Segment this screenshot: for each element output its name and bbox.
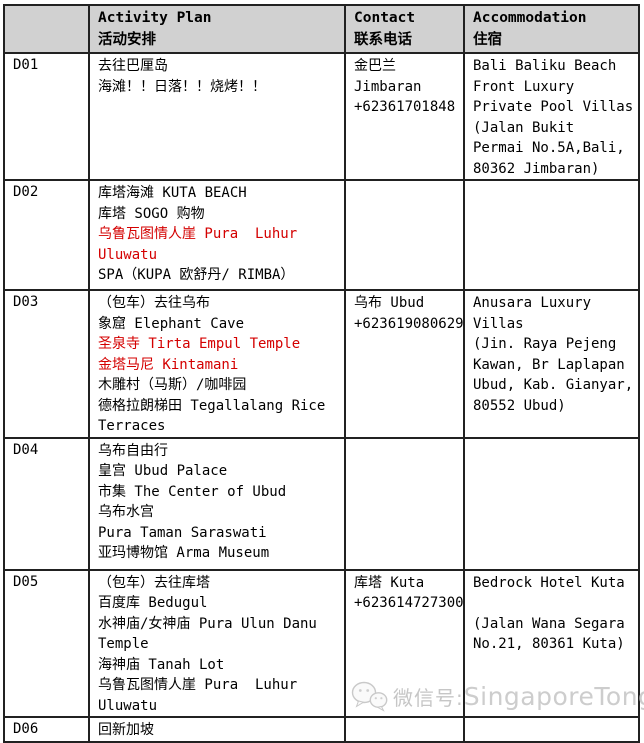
contact-cell: 乌布 Ubud +623619080629	[344, 289, 465, 439]
activity-line: Pura Taman Saraswati	[98, 524, 267, 541]
contact-line: +62361701848	[354, 99, 456, 115]
accommodation-line: Front Luxury	[473, 78, 575, 95]
accommodation-line: Anusara Luxury	[473, 295, 592, 311]
contact-line: +623619080629	[354, 315, 464, 332]
activity-cell: 回新加坡	[88, 716, 346, 743]
header-accommodation-en: Accommodation	[473, 10, 587, 26]
accommodation-cell: Bedrock Hotel Kuta (Jalan Wana Segara No…	[463, 568, 640, 718]
contact-cell	[344, 179, 465, 291]
page: Activity Plan 活动安排 Contact 联系电话 Accommod…	[3, 4, 644, 743]
activity-line: Terraces	[98, 418, 166, 434]
activity-line: 乌鲁瓦图情人崖 Pura Luhur	[98, 677, 298, 693]
activity-line: 海神庙 Tanah Lot	[98, 656, 225, 673]
table-row-d01: D01 去往巴厘岛 海滩！！日落！！烧烤！！ 金巴兰 Jimbaran +623…	[3, 52, 640, 181]
activity-line: 百度库 Bedugul	[98, 595, 208, 611]
accommodation-cell	[463, 716, 640, 743]
accommodation-line: 80552 Ubud)	[473, 397, 566, 414]
activity-line: 库塔海滩 KUTA BEACH	[98, 185, 247, 201]
accommodation-line	[473, 593, 635, 614]
activity-cell: 乌布自由行 皇宫 Ubud Palace 市集 The Center of Ub…	[88, 436, 346, 571]
contact-line: +623614727300	[354, 595, 464, 611]
header-accommodation-zh: 住宿	[473, 32, 502, 48]
activity-line: （包车）去往库塔	[98, 574, 210, 591]
contact-line: 库塔 Kuta	[354, 574, 425, 591]
accommodation-line: Private Pool Villas	[473, 99, 634, 115]
activity-line: 市集 The Center of Ubud	[98, 483, 287, 500]
header-cell-day	[3, 4, 90, 54]
contact-cell: 金巴兰 Jimbaran +62361701848	[344, 52, 465, 181]
accommodation-line: Permai No.5A,Bali,	[473, 140, 625, 156]
table-row-d03: D03 （包车）去往乌布 象窟 Elephant Cave 圣泉寺 Tirta …	[3, 289, 640, 439]
activity-line: 水神庙/女神庙 Pura Ulun Danu	[98, 615, 317, 632]
accommodation-line: (Jalan Wana Segara	[473, 615, 625, 632]
accommodation-line: No.21, 80361 Kuta)	[473, 636, 625, 652]
header-cell-contact: Contact 联系电话	[344, 4, 465, 54]
activity-line: Uluwatu	[98, 697, 158, 714]
day-cell: D02	[3, 179, 90, 291]
contact-line: 乌布 Ubud	[354, 295, 425, 311]
activity-line: 象窟 Elephant Cave	[98, 315, 245, 332]
accommodation-line: (Jalan Bukit	[473, 119, 575, 136]
activity-cell: （包车）去往乌布 象窟 Elephant Cave 圣泉寺 Tirta Empu…	[88, 289, 346, 439]
accommodation-line: Villas	[473, 315, 524, 332]
activity-line-highlight: Uluwatu	[98, 246, 158, 263]
day-cell: D01	[3, 52, 90, 181]
activity-line: 亚玛博物馆 Arma Museum	[98, 545, 270, 561]
accommodation-line: (Jin. Raya Pejeng	[473, 336, 617, 352]
accommodation-line: Ubud, Kab. Gianyar,	[473, 377, 634, 393]
accommodation-line: Kawan, Br Laplapan	[473, 356, 625, 373]
accommodation-cell: Anusara Luxury Villas (Jin. Raya Pejeng …	[463, 289, 640, 439]
activity-line: 乌布水宫	[98, 504, 154, 520]
contact-cell: 库塔 Kuta +623614727300	[344, 568, 465, 718]
activity-cell: （包车）去往库塔 百度库 Bedugul 水神庙/女神庙 Pura Ulun D…	[88, 568, 346, 718]
accommodation-cell	[463, 436, 640, 571]
activity-line: SPA（KUPA 欧舒丹/ RIMBA）	[98, 267, 295, 283]
itinerary-table: Activity Plan 活动安排 Contact 联系电话 Accommod…	[3, 4, 640, 743]
activity-cell: 去往巴厘岛 海滩！！日落！！烧烤！！	[88, 52, 346, 181]
header-row: Activity Plan 活动安排 Contact 联系电话 Accommod…	[3, 4, 640, 54]
activity-line: 木雕村（马斯）/咖啡园	[98, 377, 247, 393]
day-cell: D06	[3, 716, 90, 743]
activity-line-highlight: 乌鲁瓦图情人崖 Pura Luhur	[98, 226, 298, 242]
contact-line: 金巴兰	[354, 58, 396, 74]
accommodation-line: Bali Baliku Beach	[473, 58, 617, 74]
contact-line: Jimbaran	[354, 78, 422, 95]
accommodation-line: Bedrock Hotel Kuta	[473, 574, 625, 591]
header-cell-activity: Activity Plan 活动安排	[88, 4, 346, 54]
header-contact-en: Contact	[354, 10, 416, 26]
header-activity-zh: 活动安排	[98, 32, 156, 48]
activity-line: 乌布自由行	[98, 442, 168, 459]
activity-line-highlight: 圣泉寺 Tirta Empul Temple	[98, 336, 301, 352]
accommodation-cell: Bali Baliku Beach Front Luxury Private P…	[463, 52, 640, 181]
header-contact-zh: 联系电话	[354, 32, 412, 48]
header-cell-accommodation: Accommodation 住宿	[463, 4, 640, 54]
table-row-d04: D04 乌布自由行 皇宫 Ubud Palace 市集 The Center o…	[3, 436, 640, 571]
activity-line: 德格拉朗梯田 Tegallalang Rice	[98, 397, 326, 414]
activity-line: 海滩！！日落！！烧烤！！	[98, 78, 266, 95]
table-row-d02: D02 库塔海滩 KUTA BEACH 库塔 SOGO 购物 乌鲁瓦图情人崖 P…	[3, 179, 640, 291]
activity-cell: 库塔海滩 KUTA BEACH 库塔 SOGO 购物 乌鲁瓦图情人崖 Pura …	[88, 179, 346, 291]
day-cell: D04	[3, 436, 90, 571]
activity-line: Temple	[98, 636, 149, 652]
day-cell: D05	[3, 568, 90, 718]
activity-line: （包车）去往乌布	[98, 295, 210, 311]
header-activity-en: Activity Plan	[98, 10, 212, 26]
contact-cell	[344, 716, 465, 743]
table-row-d05: D05 （包车）去往库塔 百度库 Bedugul 水神庙/女神庙 Pura Ul…	[3, 568, 640, 718]
accommodation-line: 80362 Jimbaran)	[473, 160, 600, 177]
activity-line: 皇宫 Ubud Palace	[98, 463, 228, 479]
activity-line: 回新加坡	[98, 722, 154, 738]
table-row-d06: D06 回新加坡	[3, 716, 640, 743]
day-cell: D03	[3, 289, 90, 439]
activity-line-highlight: 金塔马尼 Kintamani	[98, 356, 239, 373]
accommodation-cell	[463, 179, 640, 291]
activity-line: 库塔 SOGO 购物	[98, 205, 205, 222]
contact-cell	[344, 436, 465, 571]
activity-line: 去往巴厘岛	[98, 58, 168, 74]
